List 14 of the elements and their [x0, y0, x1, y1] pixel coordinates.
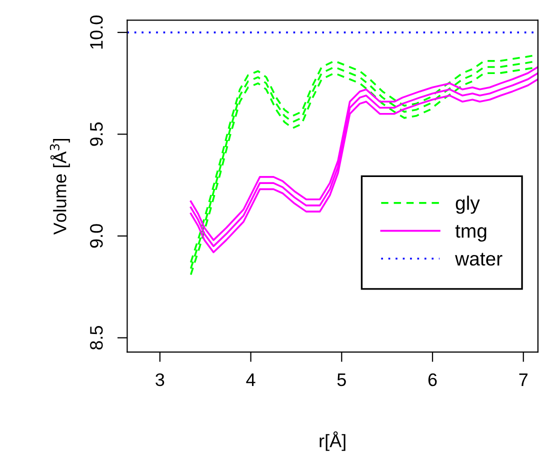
x-tick-label: 4 — [246, 374, 256, 386]
x-axis-title: r[Å] — [320, 431, 346, 451]
x-tick-label: 6 — [428, 373, 437, 386]
x-tick-label: 3 — [156, 373, 164, 386]
legend-label: tmg — [455, 225, 486, 242]
y-axis-title: Volume [Å$^{3}$] — [50, 138, 70, 235]
legend-label: gly — [456, 196, 480, 214]
y-tick-label: 9.5 — [90, 122, 103, 146]
y-tick-label: 9.0 — [90, 224, 103, 248]
x-tick-label: 5 — [337, 374, 346, 386]
y-tick-label: 10.0 — [90, 16, 103, 49]
x-tick-label: 7 — [519, 374, 528, 386]
y-tick-label: 8.5 — [90, 326, 103, 350]
legend-label: water — [455, 252, 502, 266]
